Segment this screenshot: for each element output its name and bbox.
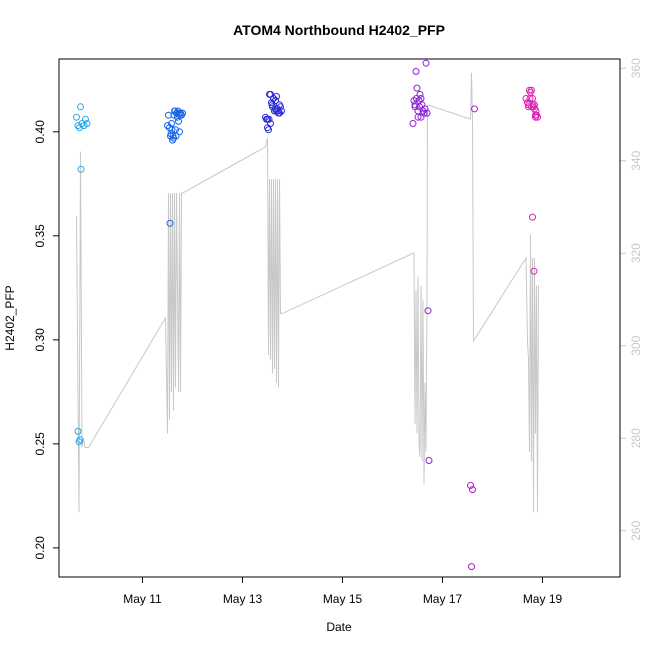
data-point: [411, 103, 419, 111]
data-point: [417, 113, 425, 121]
data-point: [77, 165, 85, 173]
data-point: [409, 120, 417, 127]
series-group-3: [262, 90, 285, 134]
data-point: [413, 95, 420, 102]
data-point: [526, 95, 534, 102]
x-tick-label: May 17: [423, 592, 463, 606]
x-tick-label: May 11: [123, 592, 162, 606]
data-point: [176, 111, 184, 119]
data-point: [176, 128, 183, 136]
data-point: [412, 68, 420, 75]
y-tick-label: 0.20: [33, 536, 47, 560]
data-point: [424, 307, 432, 315]
y-tick-label: 0.40: [33, 120, 47, 144]
data-point: [534, 113, 541, 121]
data-point: [76, 436, 84, 444]
data-point: [276, 109, 283, 117]
y-tick-label: 0.25: [33, 432, 47, 456]
data-point: [413, 84, 421, 92]
data-point: [529, 213, 536, 221]
y2-tick-label: 280: [629, 428, 643, 448]
data-point: [532, 111, 539, 119]
plot-frame: [58, 58, 621, 578]
x-axis-label: Date: [326, 620, 352, 634]
data-point: [77, 103, 84, 111]
data-point: [273, 92, 280, 100]
data-point: [423, 109, 431, 117]
data-point: [530, 267, 538, 275]
x-tick-label: May 15: [323, 592, 363, 606]
x-tick-label: May 19: [523, 592, 563, 606]
data-point: [529, 101, 537, 109]
data-point: [83, 120, 91, 127]
data-point: [411, 101, 419, 109]
data-point: [467, 482, 474, 489]
data-point: [528, 86, 535, 94]
data-point: [272, 97, 279, 105]
data-point: [274, 107, 282, 115]
series-group-4: [409, 59, 433, 464]
data-point: [171, 107, 179, 115]
data-point: [416, 90, 424, 98]
y2-tick-label: 340: [629, 150, 643, 170]
x-tick-label: May 13: [223, 592, 263, 606]
data-point: [468, 563, 475, 571]
data-point: [164, 122, 171, 130]
series-group-6: [522, 86, 541, 275]
data-point: [74, 427, 82, 435]
data-point: [169, 132, 177, 140]
data-point: [82, 115, 89, 123]
data-point: [267, 120, 274, 127]
data-point: [265, 115, 273, 123]
series-group-5: [467, 105, 478, 571]
data-point: [414, 113, 422, 121]
data-point: [166, 219, 174, 227]
data-point: [175, 117, 182, 125]
y-tick-label: 0.30: [33, 328, 47, 352]
y2-tick-label: 360: [629, 58, 643, 78]
data-point: [525, 103, 532, 111]
data-point: [471, 105, 478, 113]
data-point: [172, 132, 180, 140]
series-group-1: [73, 103, 91, 446]
data-point: [422, 59, 430, 67]
y2-tick-label: 300: [629, 335, 643, 355]
chart-title: ATOM4 Northbound H2402_PFP: [233, 22, 445, 38]
data-point: [416, 103, 423, 111]
y-tick-label: 0.35: [33, 224, 47, 248]
y2-tick-label: 260: [629, 520, 643, 540]
axes-layer: May 11 May 13 May 15 May 17 May 19 0.20 0.25 0.…: [33, 58, 643, 606]
data-point: [469, 486, 476, 494]
data-point: [278, 107, 285, 115]
data-point: [532, 107, 540, 115]
y2-tick-label: 320: [629, 243, 643, 263]
data-point: [265, 126, 272, 134]
data-point: [425, 457, 433, 464]
series-group-2: [164, 107, 186, 227]
data-point: [73, 113, 80, 121]
y-axis-label: H2402_PFP: [3, 285, 17, 350]
data-point: [78, 120, 86, 127]
points-layer: [73, 59, 541, 571]
